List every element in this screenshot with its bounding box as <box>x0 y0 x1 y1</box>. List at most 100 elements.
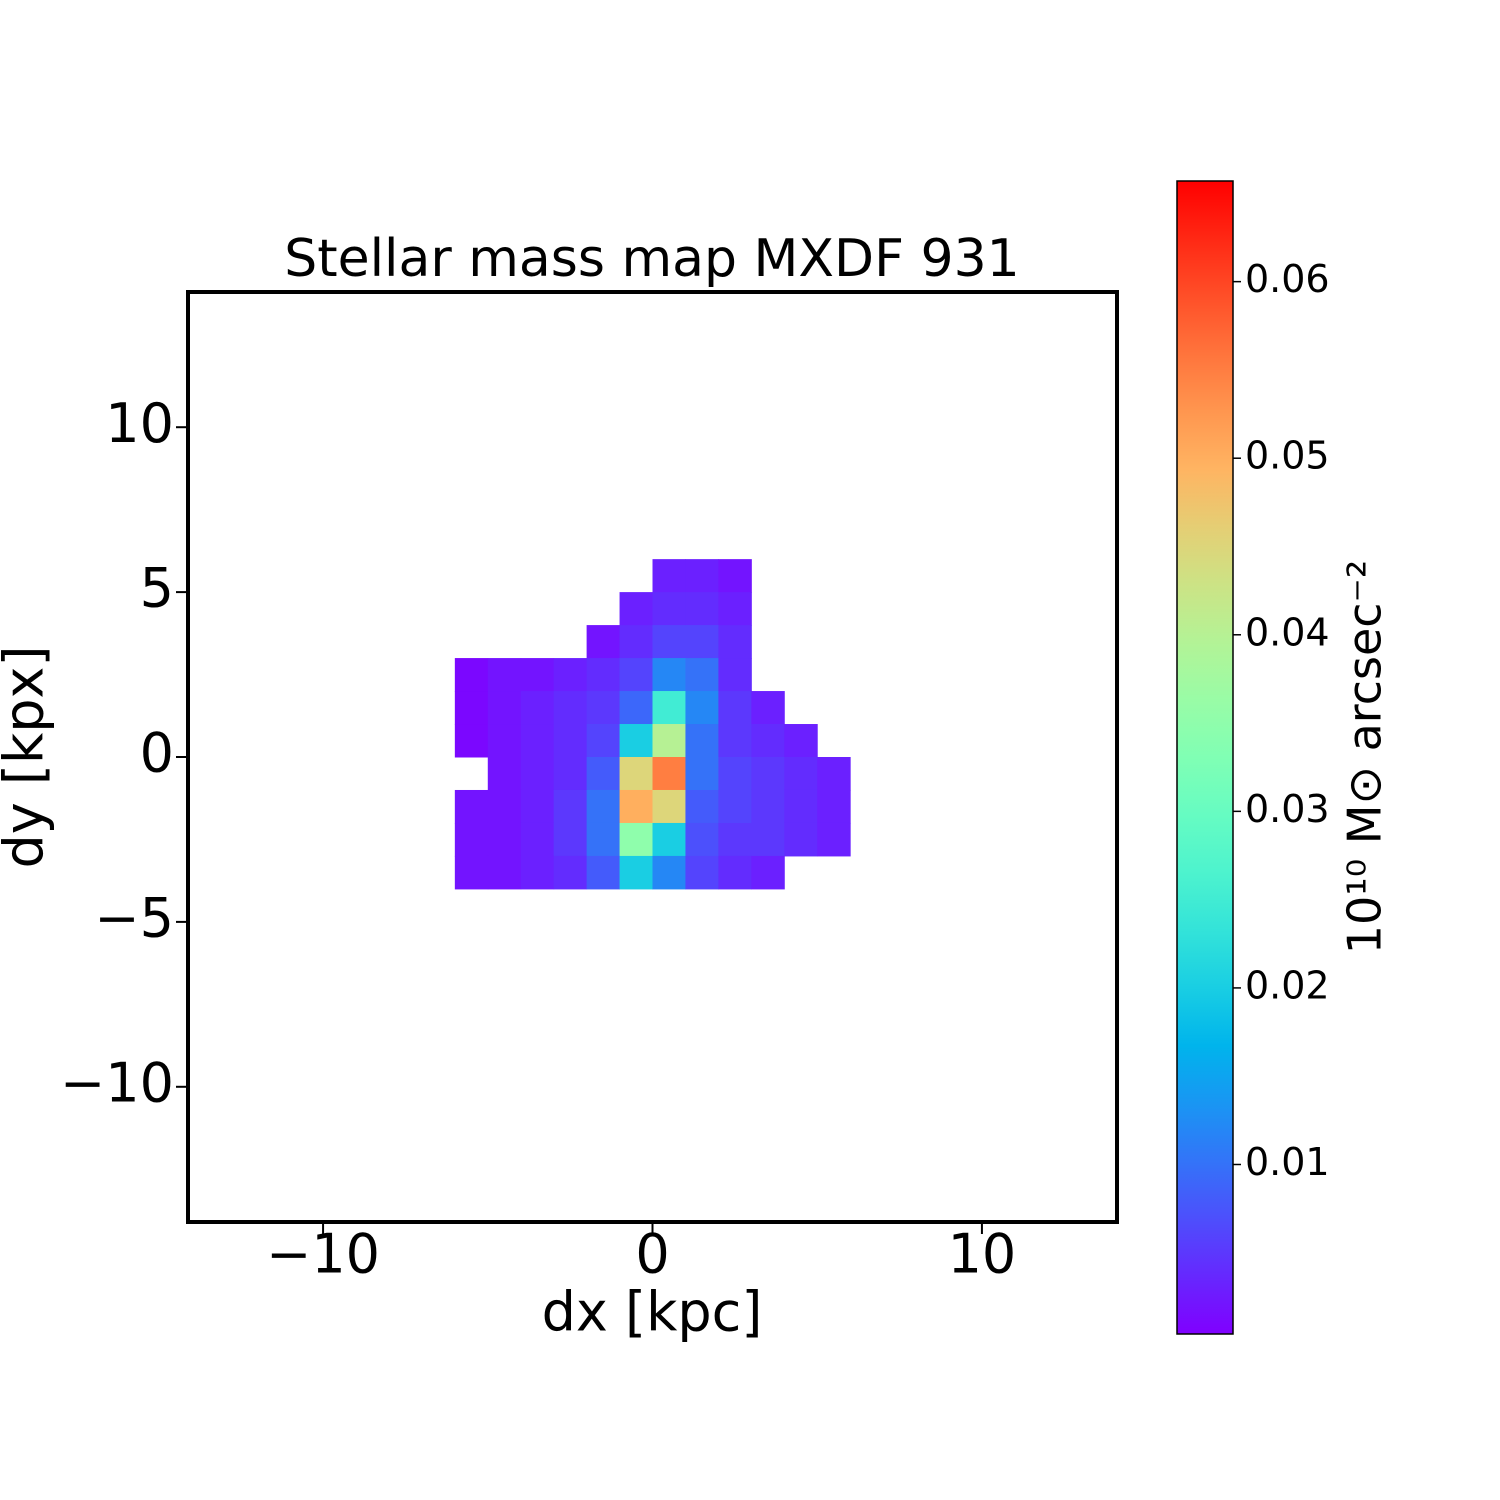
heatmap-cell <box>685 789 719 824</box>
heatmap-cell <box>619 855 653 890</box>
heatmap-cell <box>685 822 719 857</box>
heatmap-cell <box>652 757 686 791</box>
heatmap-cell <box>718 757 752 791</box>
heatmap-cell <box>454 855 489 890</box>
heatmap-cell <box>586 691 621 725</box>
heatmap-cell <box>652 592 686 626</box>
heatmap-cell <box>619 789 653 824</box>
x-tick-label: 0 <box>635 1223 669 1286</box>
colorbar-tick-label: 0.06 <box>1245 257 1330 301</box>
heatmap-cell <box>619 592 653 626</box>
heatmap-cell <box>520 658 555 692</box>
y-axis-label: dy [kpx] <box>0 645 56 868</box>
heatmap-cell <box>487 822 522 857</box>
heatmap-cell <box>751 691 785 725</box>
heatmap-cell <box>685 658 719 692</box>
colorbar <box>1176 180 1234 1335</box>
heatmap-cell <box>751 855 785 890</box>
x-axis-label: dx [kpc] <box>542 1281 763 1344</box>
heatmap-cell <box>586 757 621 791</box>
heatmap-cell <box>487 724 522 758</box>
heatmap-cell <box>553 757 588 791</box>
heatmap-cell <box>619 658 653 692</box>
heatmap-cell <box>487 658 522 692</box>
heatmap-cell <box>553 691 588 725</box>
heatmap-cell <box>718 691 752 725</box>
heatmap-cell <box>685 592 719 626</box>
heatmap-cell <box>718 822 752 857</box>
heatmap-cell <box>454 822 489 857</box>
heatmap-cell <box>685 691 719 725</box>
heatmap-cell <box>586 724 621 758</box>
y-tick-label: −5 <box>94 887 174 950</box>
heatmap-cell <box>685 757 719 791</box>
y-tick-label: 5 <box>140 557 174 620</box>
heatmap-cell <box>718 855 752 890</box>
heatmap-cell <box>718 559 752 593</box>
heatmap-cell <box>718 724 752 758</box>
heatmap-cell <box>685 855 719 890</box>
heatmap-cell <box>619 724 653 758</box>
heatmap-cell <box>586 855 621 890</box>
heatmap-cell <box>718 789 752 824</box>
heatmap-cell <box>487 757 522 791</box>
heatmap-cell <box>487 789 522 824</box>
heatmap-cell <box>619 691 653 725</box>
heatmap-cell <box>817 757 851 791</box>
heatmap-cell <box>652 724 686 758</box>
heatmap-cell <box>718 592 752 626</box>
heatmap-cell <box>553 724 588 758</box>
heatmap-cell <box>652 625 686 659</box>
heatmap-cell <box>784 757 818 791</box>
y-tick-label: 10 <box>105 392 174 455</box>
heatmap-cell <box>685 559 719 593</box>
colorbar-tick-label: 0.05 <box>1245 434 1330 478</box>
heatmap-cell <box>619 822 653 857</box>
heatmap-cell <box>454 789 489 824</box>
heatmap-cell <box>586 658 621 692</box>
y-tick-label: −10 <box>60 1051 174 1114</box>
heatmap-cell <box>817 789 851 824</box>
heatmap-cell <box>520 757 555 791</box>
heatmap-cell <box>751 822 785 857</box>
heatmap-cell <box>619 625 653 659</box>
heatmap-cell <box>652 855 686 890</box>
heatmap-cell <box>487 691 522 725</box>
heatmap-cell <box>652 559 686 593</box>
heatmap-cell <box>586 822 621 857</box>
heatmap-cell <box>652 691 686 725</box>
chart-title: Stellar mass map MXDF 931 <box>284 229 1020 289</box>
heatmap-cell <box>553 658 588 692</box>
heatmap-cell <box>553 855 588 890</box>
colorbar-tick-label: 0.02 <box>1245 963 1330 1007</box>
heatmap-cell <box>784 789 818 824</box>
x-tick-label: −10 <box>266 1223 380 1286</box>
heatmap-cell <box>751 724 785 758</box>
heatmap-cell <box>652 822 686 857</box>
heatmap-cell <box>685 724 719 758</box>
heatmap-cell <box>454 724 489 758</box>
heatmap-cell <box>454 691 489 725</box>
colorbar-label: 10¹⁰ M⊙ arcsec⁻² <box>1338 560 1392 955</box>
heatmap-cell <box>586 789 621 824</box>
heatmap-cell <box>718 625 752 659</box>
heatmap-cell <box>586 625 621 659</box>
heatmap-cell <box>685 625 719 659</box>
heatmap-cell <box>520 724 555 758</box>
heatmap-cell <box>520 789 555 824</box>
heatmap-cell <box>817 822 851 857</box>
heatmap-cell <box>520 855 555 890</box>
colorbar-tick-label: 0.01 <box>1245 1140 1330 1184</box>
colorbar-tick-label: 0.03 <box>1245 787 1330 831</box>
heatmap-cell <box>751 757 785 791</box>
heatmap-cell <box>784 822 818 857</box>
heatmap-cell <box>487 855 522 890</box>
heatmap-cell <box>718 658 752 692</box>
heatmap-cell <box>553 822 588 857</box>
y-tick-label: 0 <box>140 722 174 785</box>
heatmap-cell <box>520 822 555 857</box>
heatmap-cell <box>553 789 588 824</box>
colorbar-tick-label: 0.04 <box>1245 610 1330 654</box>
